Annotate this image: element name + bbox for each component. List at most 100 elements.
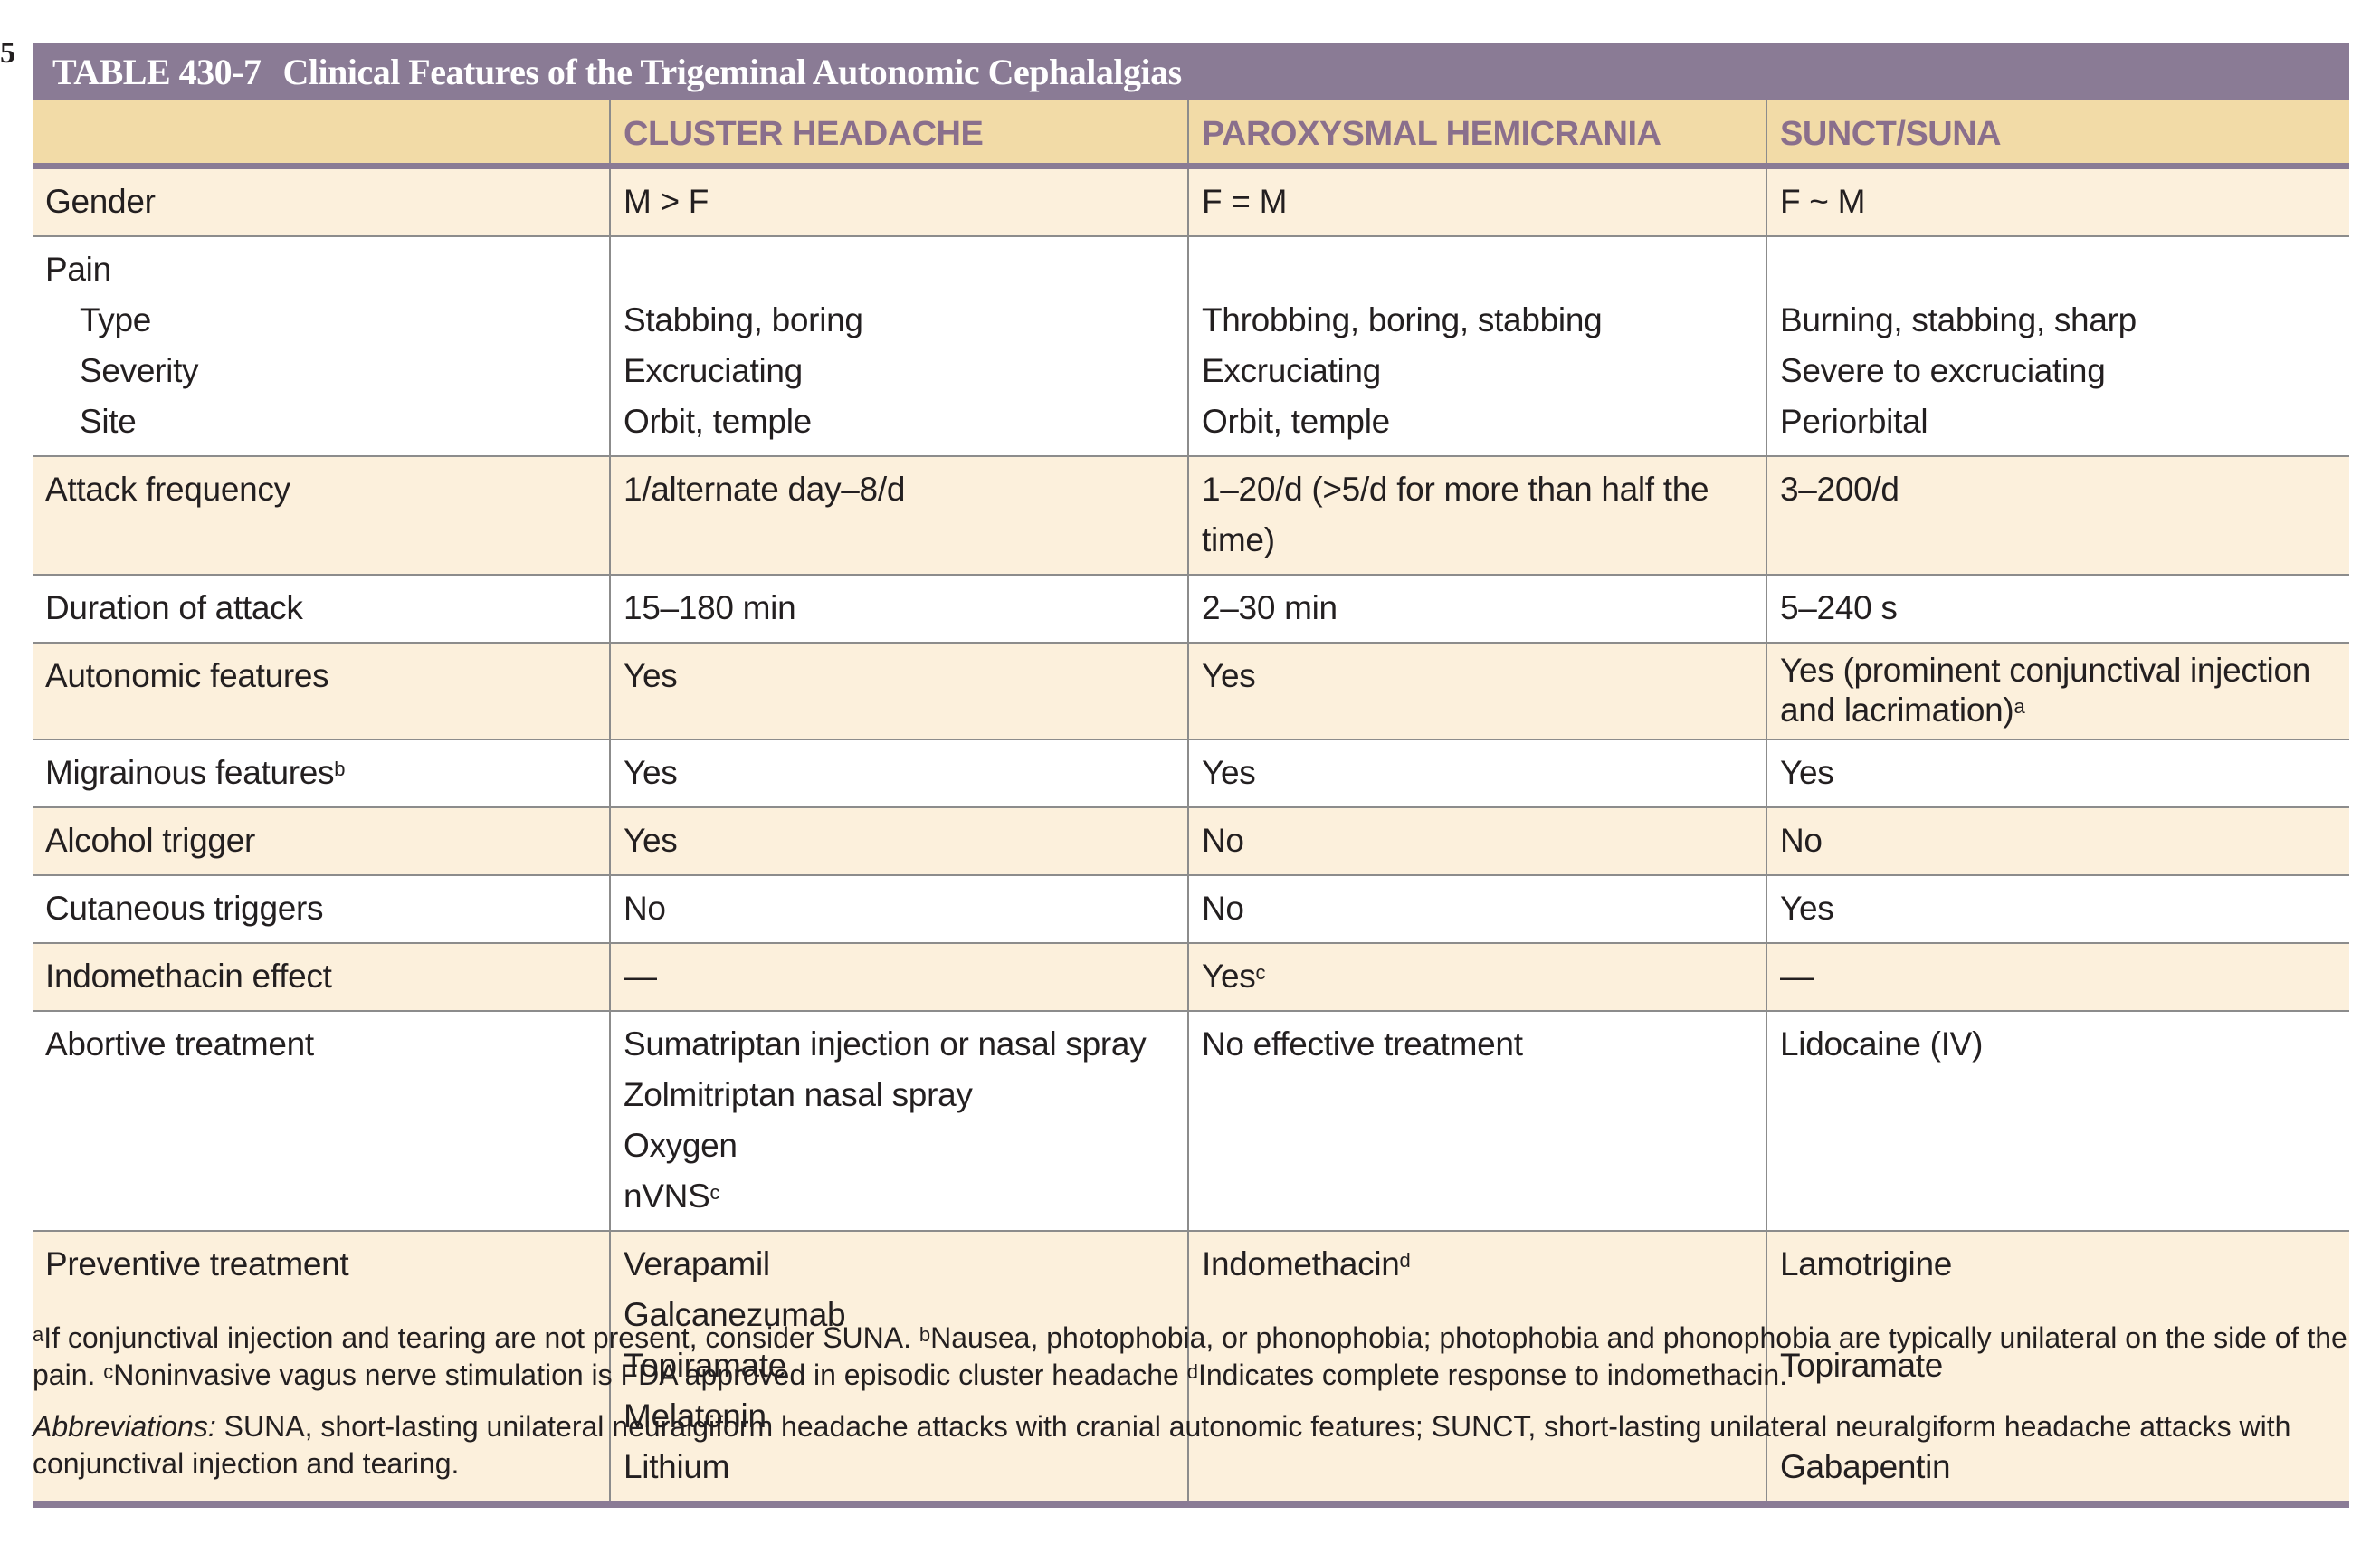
- row-pain-type: Type Stabbing, boring Throbbing, boring,…: [33, 295, 2349, 346]
- row-cutaneous: Cutaneous triggers No No Yes: [33, 875, 2349, 943]
- treatment-item: Oxygen: [624, 1127, 738, 1164]
- abbreviations-text: SUNA, short-lasting unilateral neuralgif…: [33, 1410, 2291, 1480]
- treatment-item: Galcanezumab: [624, 1296, 846, 1333]
- cell-cluster: Orbit, temple: [609, 396, 1188, 456]
- treatment-item: Topiramate: [624, 1347, 787, 1384]
- cell-ph: Orbit, temple: [1187, 396, 1766, 456]
- cell-text: Yes: [1202, 958, 1256, 995]
- cell-cluster: No: [609, 875, 1188, 943]
- row-label: Alcohol trigger: [33, 807, 610, 875]
- cell-ph: 1–20/d (>5/d for more than half the time…: [1187, 456, 1766, 575]
- cell-ph: No effective treatment: [1187, 1011, 1766, 1231]
- row-sublabel: Type: [80, 301, 152, 338]
- row-pain-severity: Severity Excruciating Excruciating Sever…: [33, 346, 2349, 396]
- cell-sunct: 3–200/d: [1766, 456, 2349, 575]
- footnote-c: Noninvasive vagus nerve stimulation is F…: [113, 1359, 1187, 1391]
- treatment-item: Sumatriptan injection or nasal spray: [624, 1025, 1147, 1063]
- label-text: Migrainous features: [45, 754, 335, 791]
- cell-sunct: Severe to excruciating: [1766, 346, 2349, 396]
- page-marker: 5: [0, 36, 15, 70]
- footnote-mark: d: [1399, 1249, 1411, 1272]
- column-header-sunct: SUNCT/SUNA: [1766, 100, 2349, 169]
- footnote-mark: a: [2013, 695, 2025, 718]
- column-header-ph: PAROXYSMAL HEMICRANIA: [1187, 100, 1766, 169]
- clinical-features-table: TABLE 430-7 Clinical Features of the Trig…: [33, 43, 2349, 1508]
- table-footnotes: aIf conjunctival injection and tearing a…: [33, 1320, 2349, 1497]
- cell-sunct: 5–240 s: [1766, 575, 2349, 643]
- cell-sunct: Yes: [1766, 739, 2349, 807]
- footnote-a: If conjunctival injection and tearing ar…: [43, 1321, 919, 1354]
- cell-ph: Indomethacind: [1187, 1231, 1766, 1501]
- row-label: Attack frequency: [33, 456, 610, 575]
- footnote-d: Indicates complete response to indometha…: [1197, 1359, 1787, 1391]
- treatment-item: Zolmitriptan nasal spray: [624, 1076, 973, 1113]
- cell-cluster: [609, 236, 1188, 295]
- row-label: Pain: [45, 251, 111, 288]
- column-header-cluster: CLUSTER HEADACHE: [609, 100, 1188, 169]
- cell-cluster: Yes: [609, 739, 1188, 807]
- cell-line: Yes (prominent conjunctival injection: [1780, 652, 2311, 689]
- footnote-mark: b: [334, 758, 346, 780]
- row-label: Duration of attack: [45, 589, 303, 626]
- treatment-item: nVNSc: [624, 1171, 1175, 1222]
- row-label: Autonomic features: [33, 643, 610, 739]
- cell-sunct: [1766, 236, 2349, 295]
- cell-text: Indomethacin: [1202, 1245, 1400, 1282]
- cell-cluster: Excruciating: [609, 346, 1188, 396]
- footnote-mark: c: [709, 1181, 720, 1204]
- cell-cluster: Yes: [609, 643, 1188, 739]
- cell-cluster: 1/alternate day–8/d: [609, 456, 1188, 575]
- row-label: Cutaneous triggers: [45, 890, 324, 927]
- cell-ph: [1187, 236, 1766, 295]
- row-label: Migrainous featuresb: [33, 739, 610, 807]
- row-abortive: Abortive treatment Sumatriptan injection…: [33, 1011, 2349, 1231]
- treatment-item: Lithium: [624, 1448, 730, 1485]
- cell-ph: Excruciating: [1187, 346, 1766, 396]
- cell-cluster: Sumatriptan injection or nasal spray Zol…: [609, 1011, 1188, 1231]
- cell-cluster: M > F: [609, 166, 1188, 236]
- row-alcohol: Alcohol trigger Yes No No: [33, 807, 2349, 875]
- cell-sunct: Periorbital: [1766, 396, 2349, 456]
- footnote-mark: d: [1186, 1360, 1198, 1383]
- footnote-paragraph: aIf conjunctival injection and tearing a…: [33, 1320, 2349, 1394]
- row-pain-site: Site Orbit, temple Orbit, temple Periorb…: [33, 396, 2349, 456]
- cell-cluster: Verapamil Galcanezumab Topiramate Melato…: [609, 1231, 1188, 1501]
- cell-ph: No: [1187, 875, 1766, 943]
- cell-ph: Throbbing, boring, stabbing: [1187, 295, 1766, 346]
- treatment-item: Topiramate: [1780, 1347, 1944, 1384]
- cell-sunct: Yes: [1766, 875, 2349, 943]
- cell-text: nVNS: [624, 1177, 710, 1215]
- cell-ph: 2–30 min: [1187, 575, 1766, 643]
- row-label: Indomethacin effect: [33, 943, 610, 1011]
- table-bottom-rule: [33, 1501, 2349, 1508]
- treatment-item: Lamotrigine: [1780, 1245, 1953, 1282]
- cell-ph: Yesc: [1187, 943, 1766, 1011]
- column-header-blank: [33, 100, 610, 169]
- cell-sunct: —: [1766, 943, 2349, 1011]
- row-sublabel: Severity: [80, 352, 199, 389]
- cell-ph: Yes: [1187, 643, 1766, 739]
- cell-sunct: Lidocaine (IV): [1766, 1011, 2349, 1231]
- cell-ph: Yes: [1187, 739, 1766, 807]
- row-attack-frequency: Attack frequency 1/alternate day–8/d 1–2…: [33, 456, 2349, 575]
- cell-cluster: —: [609, 943, 1188, 1011]
- column-header-row: CLUSTER HEADACHE PAROXYSMAL HEMICRANIA S…: [33, 100, 2349, 169]
- treatment-item: Melatonin: [624, 1397, 766, 1435]
- row-migrainous: Migrainous featuresb Yes Yes Yes: [33, 739, 2349, 807]
- row-label: Preventive treatment: [33, 1231, 610, 1501]
- row-label: Gender: [33, 166, 610, 236]
- cell-sunct: F ~ M: [1766, 166, 2349, 236]
- cell-text: and lacrimation): [1780, 691, 2014, 729]
- row-autonomic: Autonomic features Yes Yes Yes (prominen…: [33, 643, 2349, 739]
- footnote-mark: b: [919, 1323, 931, 1346]
- footnote-mark: a: [33, 1323, 44, 1346]
- footnote-b: Nausea, photophobia, or phonophobia; pho…: [33, 1321, 2347, 1391]
- row-preventive: Preventive treatment Verapamil Galcanezu…: [33, 1231, 2349, 1501]
- row-duration: Duration of attack 15–180 min 2–30 min 5…: [33, 575, 2349, 643]
- cell-sunct: Lamotrigine Topiramate Gabapentin: [1766, 1231, 2349, 1501]
- feature-grid: CLUSTER HEADACHE PAROXYSMAL HEMICRANIA S…: [33, 100, 2349, 1501]
- footnote-mark: c: [1255, 961, 1266, 984]
- table-title-bar: TABLE 430-7 Clinical Features of the Trig…: [33, 43, 2349, 100]
- cell-sunct: Burning, stabbing, sharp: [1766, 295, 2349, 346]
- row-indomethacin: Indomethacin effect — Yesc —: [33, 943, 2349, 1011]
